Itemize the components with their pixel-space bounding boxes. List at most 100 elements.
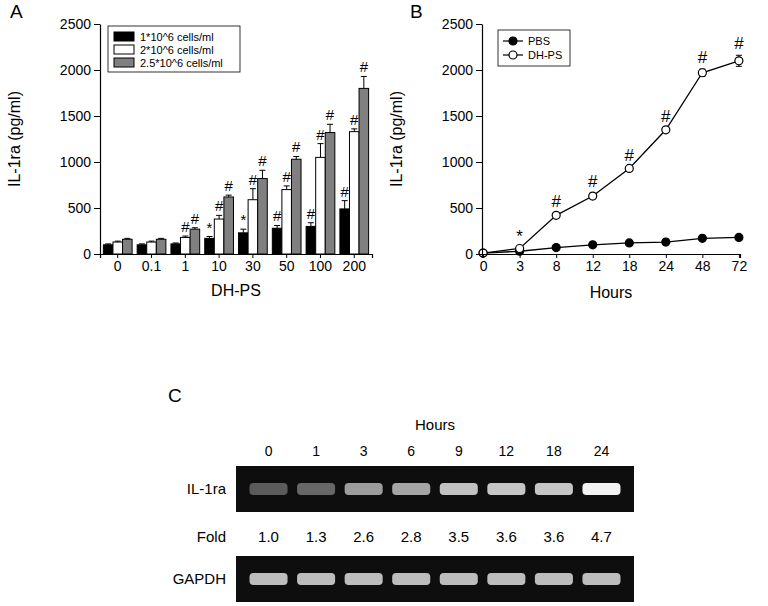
error-bar (216, 215, 222, 219)
point (589, 192, 597, 200)
bar (181, 237, 191, 254)
error-bar (207, 237, 213, 239)
legend-label: DH-PS (528, 49, 562, 61)
y-axis-tick-label: 500 (68, 200, 92, 216)
bar (190, 229, 200, 254)
x-axis: 00.11103050100200 (101, 254, 373, 274)
lane-label: 24 (594, 443, 610, 459)
x-axis-tick-label: 12 (585, 258, 601, 274)
y-axis-tick: 1500 (442, 108, 482, 124)
y-axis-tick-label: 1500 (60, 108, 91, 124)
error-bar (327, 124, 333, 132)
lane-label: 3 (360, 443, 368, 459)
band (535, 483, 573, 495)
legend: PBSDH-PS (498, 30, 570, 66)
bands (250, 483, 621, 495)
point (698, 234, 706, 242)
significance-mark: # (661, 107, 671, 126)
x-axis-tick: 24 (659, 254, 675, 274)
x-axis: 0381218244872 (480, 254, 748, 274)
y-axis-tick: 1500 (60, 108, 100, 124)
gel (236, 556, 634, 602)
error-bar (226, 195, 232, 197)
point (516, 244, 524, 252)
row-label: IL-1ra (187, 480, 227, 497)
significance-mark: # (734, 34, 744, 53)
bar (171, 244, 181, 254)
lane-label: 6 (407, 443, 415, 459)
lane-label: 1 (312, 443, 320, 459)
error-bar (192, 228, 198, 229)
significance-mark: * (516, 227, 523, 246)
significance-mark: * (240, 211, 246, 228)
data-label: 4.7 (591, 528, 612, 545)
bar (239, 233, 249, 254)
error-bar (351, 129, 357, 132)
x-axis-tick: 100 (309, 254, 333, 274)
band (392, 483, 430, 495)
bar (205, 238, 215, 254)
legend-box (498, 30, 570, 66)
y-axis-tick-mark (476, 162, 482, 163)
lane-label: 9 (455, 443, 463, 459)
legend-swatch (114, 58, 134, 67)
bar (349, 132, 359, 254)
x-axis-tick-label: 0.1 (142, 258, 162, 274)
y-axis-tick-mark (94, 162, 100, 163)
point (625, 164, 633, 172)
panel-title: B (410, 1, 423, 22)
point (735, 57, 743, 65)
y-axis-tick: 2500 (442, 16, 482, 32)
legend-box (108, 26, 240, 72)
bar (248, 200, 258, 254)
x-axis-tick-label: 10 (211, 258, 227, 274)
y-axis-title: IL-1ra (pg/ml) (6, 91, 23, 187)
control-band (487, 573, 525, 585)
bar (123, 239, 133, 254)
row-label: GAPDH (173, 570, 226, 587)
y-axis-tick-label: 2500 (60, 16, 91, 32)
significance-mark: # (249, 171, 258, 188)
error-bar (342, 201, 348, 209)
significance-mark: # (307, 205, 316, 222)
significance-mark: # (316, 126, 325, 143)
control-band (535, 573, 573, 585)
legend-marker (509, 51, 517, 59)
legend-label: 2*10^6 cells/ml (140, 44, 214, 56)
point (625, 239, 633, 247)
y-axis: 05001000150020002500 (442, 16, 483, 262)
x-axis-tick-label: 72 (732, 258, 748, 274)
x-axis-tick: 12 (585, 254, 601, 274)
error-bar (124, 238, 130, 240)
y-axis-tick-mark (94, 254, 100, 255)
significance-mark: * (207, 219, 213, 236)
control-band (582, 573, 620, 585)
x-axis-tick: 0.1 (142, 254, 162, 274)
error-bar (158, 238, 164, 240)
x-axis-tick: 48 (695, 254, 711, 274)
x-axis-title: DH-PS (211, 282, 261, 299)
y-axis-tick: 1000 (442, 154, 482, 170)
y-axis-tick: 2000 (442, 62, 482, 78)
legend-swatch (114, 32, 134, 41)
x-axis-tick-label: 0 (480, 258, 488, 274)
data-label: 2.6 (353, 528, 374, 545)
data-label: 2.8 (401, 528, 422, 545)
error-bar (293, 156, 299, 159)
bar (103, 245, 113, 254)
bar (156, 239, 166, 254)
point (662, 238, 670, 246)
significance-mark: # (292, 138, 301, 155)
data-label: 3.6 (543, 528, 564, 545)
control-band (297, 573, 335, 585)
lane-label: 0 (265, 443, 273, 459)
x-axis-tick: 200 (343, 254, 367, 274)
bar (306, 226, 316, 254)
y-axis-tick-mark (476, 116, 482, 117)
bar (291, 159, 301, 254)
panel-title: A (10, 1, 23, 22)
x-axis-tick-label: 3 (516, 258, 524, 274)
legend-swatch (114, 45, 134, 54)
data-label: 3.5 (448, 528, 469, 545)
significance-mark: # (350, 111, 359, 128)
